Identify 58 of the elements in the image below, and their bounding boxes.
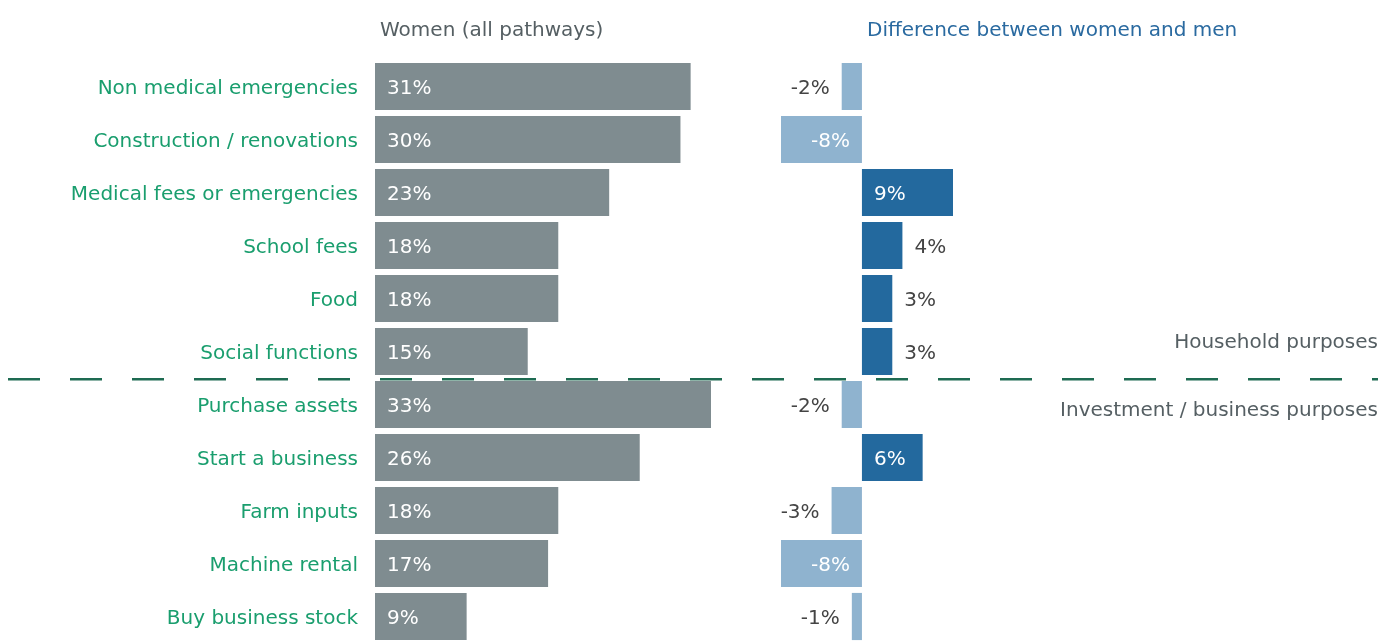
- y-tick-label: Construction / renovations: [93, 127, 358, 152]
- y-tick-label: Buy business stock: [166, 604, 359, 629]
- bar: [851, 592, 862, 641]
- data-label: -3%: [780, 498, 820, 523]
- data-label: 17%: [387, 551, 432, 576]
- data-label: 18%: [387, 233, 432, 258]
- data-label: 30%: [387, 127, 432, 152]
- bar: [375, 62, 691, 111]
- y-tick-label: Purchase assets: [197, 392, 358, 417]
- data-label: 9%: [873, 180, 906, 205]
- bar: [375, 115, 681, 164]
- text: Investment / business purposes: [1060, 397, 1379, 421]
- y-tick-label: Machine rental: [209, 551, 358, 576]
- chart-title: Women (all pathways): [380, 17, 604, 41]
- y-tick-label: Social functions: [200, 339, 358, 364]
- data-label: 31%: [387, 74, 432, 99]
- y-tick-label: Farm inputs: [240, 498, 358, 523]
- data-label: -8%: [810, 127, 850, 152]
- data-label: 15%: [387, 339, 432, 364]
- bar: [375, 168, 610, 217]
- data-label: -2%: [790, 392, 830, 417]
- y-tick-label: School fees: [243, 233, 358, 258]
- y-tick-label: Start a business: [197, 445, 358, 470]
- data-label: -2%: [790, 74, 830, 99]
- data-label: 4%: [914, 233, 947, 258]
- bar: [861, 221, 903, 270]
- y-tick-label: Medical fees or emergencies: [70, 180, 358, 205]
- bar: [861, 168, 953, 217]
- data-label: 18%: [387, 498, 432, 523]
- data-label: 6%: [873, 445, 906, 470]
- data-label: 23%: [387, 180, 432, 205]
- data-label: 18%: [387, 286, 432, 311]
- data-label: -8%: [810, 551, 850, 576]
- data-label: 26%: [387, 445, 432, 470]
- bar: [781, 539, 862, 588]
- data-label: 3%: [904, 339, 937, 364]
- bar: [841, 380, 862, 429]
- bar: [375, 539, 549, 588]
- y-tick-label: Food: [310, 286, 358, 311]
- bar: [375, 380, 711, 429]
- text: Difference between women and men: [867, 17, 1238, 41]
- bar: [831, 486, 862, 535]
- data-label: -1%: [800, 604, 840, 629]
- bar: [375, 592, 467, 641]
- data-label: 9%: [387, 604, 419, 629]
- bar: [375, 433, 640, 482]
- bar: [861, 433, 923, 482]
- bar: [861, 274, 893, 323]
- text: Household purposes: [1174, 329, 1379, 353]
- bar: [375, 274, 559, 323]
- bar: [841, 62, 862, 111]
- data-label: 3%: [904, 286, 937, 311]
- y-tick-label: Non medical emergencies: [97, 74, 358, 99]
- bar: [375, 486, 559, 535]
- bar: [375, 327, 528, 376]
- data-label: 33%: [387, 392, 432, 417]
- bar: [375, 221, 559, 270]
- bar: [781, 115, 862, 164]
